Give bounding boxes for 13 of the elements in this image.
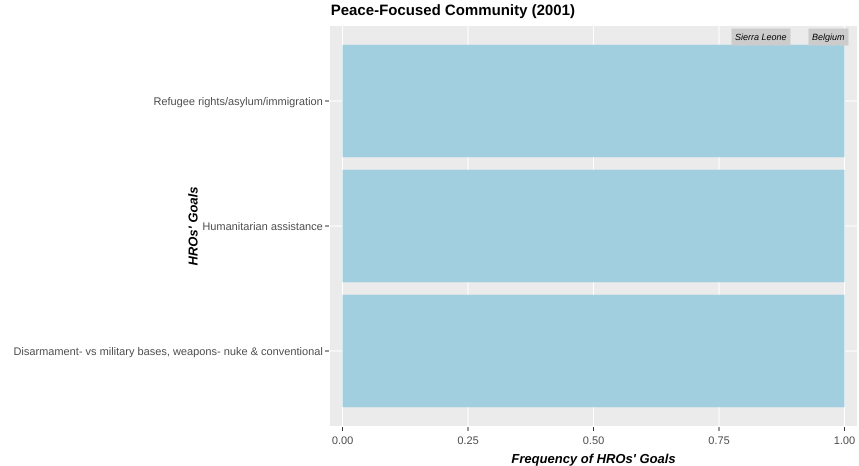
annotation: Sierra Leone (735, 32, 787, 42)
chart-title: Peace-Focused Community (2001) (330, 2, 575, 20)
x-tick-label: 1.00 (834, 435, 856, 448)
y-tick-label: Humanitarian assistance (202, 220, 323, 233)
annotation: Belgium (812, 32, 846, 42)
x-tick-label: 0.25 (457, 435, 479, 448)
x-tick-label: 0.50 (582, 435, 604, 448)
y-axis-title: HROs' Goals (185, 186, 200, 266)
x-tick-label: 0.75 (708, 435, 730, 448)
x-tick-label: 0.00 (332, 435, 354, 448)
y-tick-label: Refugee rights/asylum/immigration (153, 96, 323, 108)
y-tick-label: Disarmament- vs military bases, weapons- nuke & conventional (13, 346, 323, 358)
x-axis-title: Frequency of HROs' Goals (511, 451, 676, 466)
